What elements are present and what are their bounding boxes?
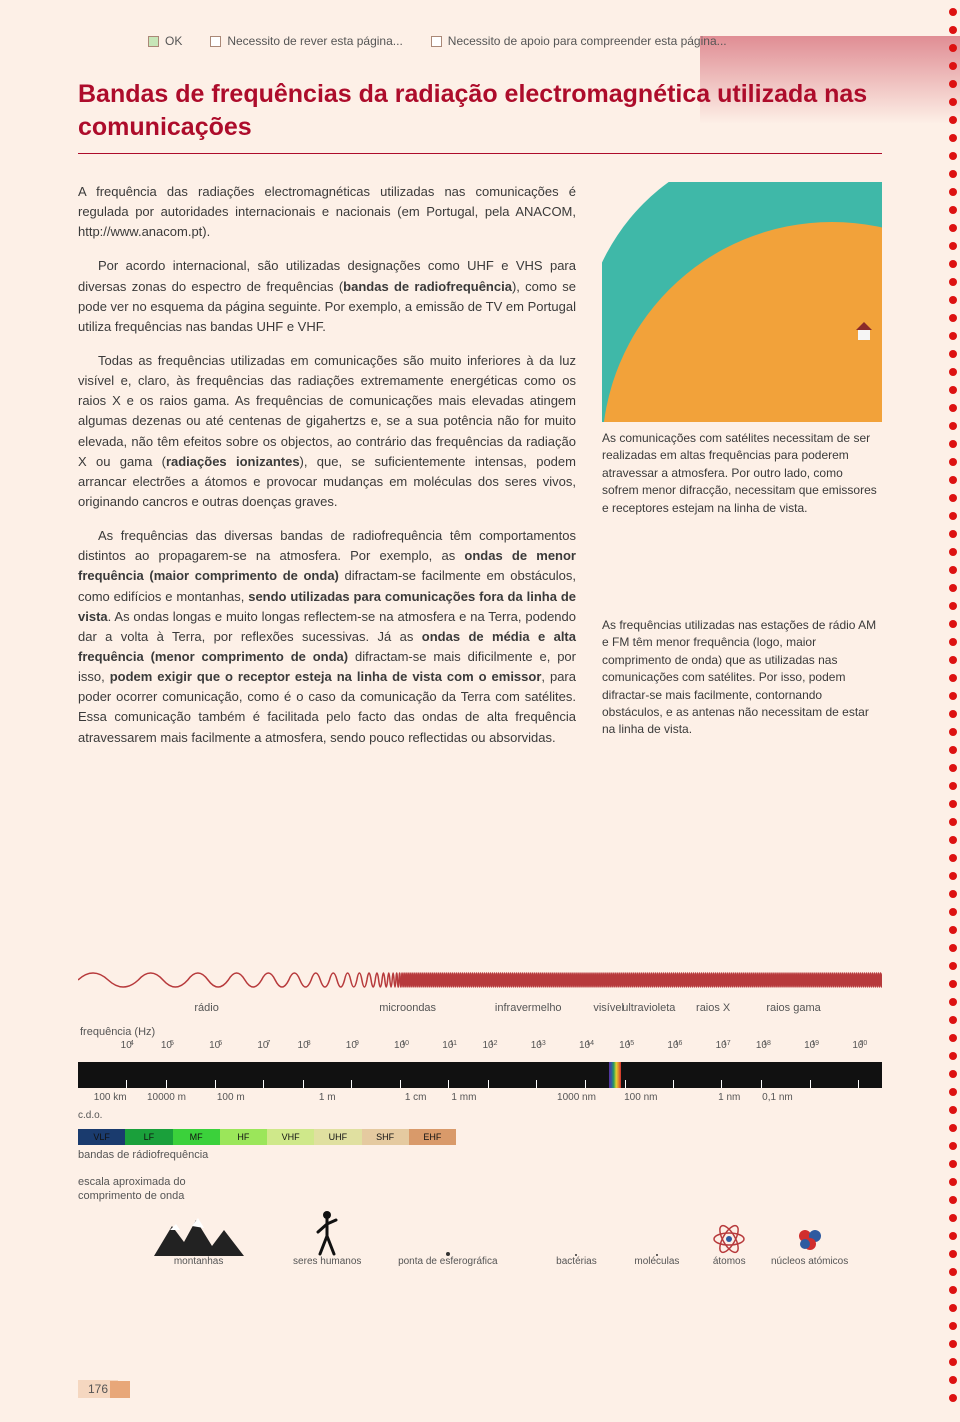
- caption-1: As comunicações com satélites necessitam…: [602, 430, 882, 517]
- wavelength-tick: 1 m: [319, 1092, 336, 1103]
- paragraph-4: As frequências das diversas bandas de ra…: [78, 526, 576, 748]
- freq-tick: 1011: [442, 1040, 453, 1051]
- freq-tick: 1020: [852, 1040, 863, 1051]
- wavelength-ticks: 100 km 10000 m 100 m 1 m 1 cm 1 mm 1000 nm 100 …: [78, 1092, 882, 1108]
- freq-tick: 1015: [619, 1040, 630, 1051]
- band-label: microondas: [379, 1002, 436, 1014]
- paragraph-1: A frequência das radiações electromagnét…: [78, 182, 576, 242]
- rf-bands-label: bandas de rádiofrequência: [78, 1149, 882, 1161]
- scale-label: escala aproximada docomprimento de onda: [78, 1175, 882, 1204]
- wavelength-tick: 0,1 nm: [762, 1092, 793, 1103]
- wavelength-tick: 1000 nm: [557, 1092, 596, 1103]
- rf-band-segment: VHF: [267, 1129, 314, 1145]
- frequency-ticks: 104 105 106 107 108 109 1010 1011 1012 1013 1014 10…: [78, 1040, 882, 1058]
- freq-tick: 104: [121, 1040, 132, 1051]
- frequency-axis-label: frequência (Hz): [80, 1026, 882, 1038]
- rf-band-segment: HF: [220, 1129, 267, 1145]
- checkbox-icon: [210, 36, 221, 47]
- freq-tick: 1014: [579, 1040, 590, 1051]
- freq-tick: 1013: [531, 1040, 542, 1051]
- page-title: Bandas de frequências da radiação electr…: [78, 78, 882, 154]
- check-revise-label: Necessito de rever esta página...: [227, 34, 402, 48]
- scale-item-label: seres humanos: [267, 1256, 387, 1267]
- wavelength-tick: 1 cm: [405, 1092, 427, 1103]
- wavelength-tick: 1 mm: [451, 1092, 476, 1103]
- scale-item-label: montanhas: [139, 1256, 259, 1267]
- visible-light-band: [609, 1062, 621, 1088]
- freq-tick: 1016: [667, 1040, 678, 1051]
- scale-item: núcleos atómicos: [750, 1210, 870, 1267]
- satellite-figure: [602, 182, 882, 422]
- scale-item: montanhas: [139, 1210, 259, 1267]
- wave-illustration: [78, 960, 882, 1000]
- freq-tick: 107: [257, 1040, 268, 1051]
- freq-tick: 1012: [482, 1040, 493, 1051]
- scale-icons-row: montanhas seres humanosponta de esferográ…: [78, 1210, 882, 1274]
- spectrum-figure: rádio microondas infravermelho visívelultra…: [78, 960, 882, 1274]
- band-label: infravermelho: [495, 1002, 562, 1014]
- scale-item-label: ponta de esferográfica: [388, 1256, 508, 1267]
- checkbox-icon: [148, 36, 159, 47]
- band-names-row: rádio microondas infravermelho visívelultra…: [78, 1002, 882, 1020]
- house-icon: [854, 322, 874, 340]
- rf-band-segment: EHF: [409, 1129, 456, 1145]
- rf-band-segment: MF: [173, 1129, 220, 1145]
- caption-2: As frequências utilizadas nas estações d…: [602, 617, 882, 739]
- rf-band-segment: VLF: [78, 1129, 125, 1145]
- freq-tick: 105: [161, 1040, 172, 1051]
- paragraph-2: Por acordo internacional, são utilizadas…: [78, 256, 576, 337]
- check-help[interactable]: Necessito de apoio para compreender esta…: [431, 34, 727, 48]
- rf-band-segment: LF: [125, 1129, 172, 1145]
- side-column: As comunicações com satélites necessitam…: [602, 182, 882, 762]
- wavelength-tick: 1 nm: [718, 1092, 740, 1103]
- mountain-icon: [139, 1210, 259, 1256]
- rf-band-segment: SHF: [362, 1129, 409, 1145]
- paragraph-3: Todas as frequências utilizadas em comun…: [78, 351, 576, 512]
- rf-bands-strip: VLFLFMFHFVHFUHFSHFEHF: [78, 1129, 456, 1145]
- rf-band-segment: UHF: [314, 1129, 361, 1145]
- checkbox-icon: [431, 36, 442, 47]
- check-revise[interactable]: Necessito de rever esta página...: [210, 34, 402, 48]
- cdo-label: c.d.o.: [78, 1110, 882, 1121]
- nucleus-icon: [750, 1210, 870, 1256]
- freq-tick: 1017: [716, 1040, 727, 1051]
- wavelength-tick: 10000 m: [147, 1092, 186, 1103]
- check-help-label: Necessito de apoio para compreender esta…: [448, 34, 727, 48]
- band-label: raios gama: [766, 1002, 820, 1014]
- page-number-accent: [110, 1381, 130, 1398]
- wavelength-tick: 100 nm: [624, 1092, 657, 1103]
- scale-item: ponta de esferográfica: [388, 1210, 508, 1267]
- freq-tick: 109: [346, 1040, 357, 1051]
- freq-tick: 106: [209, 1040, 220, 1051]
- check-ok-label: OK: [165, 34, 182, 48]
- margin-dots: [946, 0, 960, 1422]
- human-icon: [267, 1210, 387, 1256]
- freq-tick: 1019: [804, 1040, 815, 1051]
- main-column: A frequência das radiações electromagnét…: [78, 182, 576, 762]
- check-ok[interactable]: OK: [148, 34, 182, 48]
- wavelength-tick: 100 m: [217, 1092, 245, 1103]
- band-label: rádio: [194, 1002, 218, 1014]
- band-label: ultravioleta: [622, 1002, 675, 1014]
- freq-tick: 1018: [756, 1040, 767, 1051]
- scale-item-label: núcleos atómicos: [750, 1256, 870, 1267]
- freq-tick: 108: [298, 1040, 309, 1051]
- band-label: raios X: [696, 1002, 730, 1014]
- spectrum-bar: [78, 1062, 882, 1088]
- wavelength-tick: 100 km: [94, 1092, 127, 1103]
- scale-item: seres humanos: [267, 1210, 387, 1267]
- freq-tick: 1010: [394, 1040, 405, 1051]
- band-label: visível: [593, 1002, 624, 1014]
- self-assessment-bar: OK Necessito de rever esta página... Nec…: [78, 34, 882, 48]
- dot-icon: [388, 1210, 508, 1256]
